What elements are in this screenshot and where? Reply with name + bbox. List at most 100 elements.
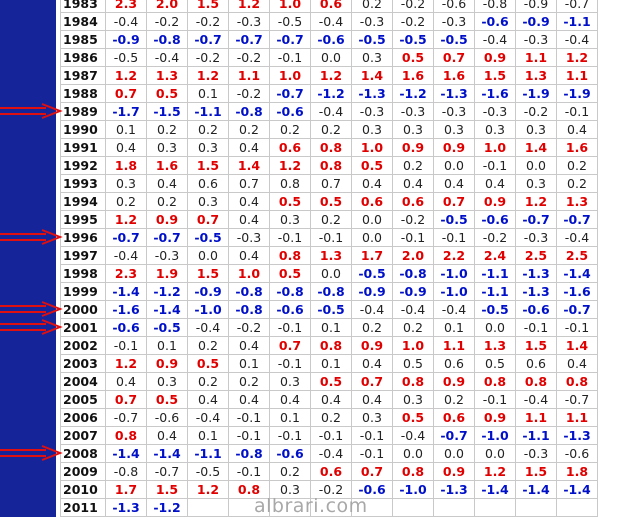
value-cell: -1.7 (105, 102, 147, 121)
table-row: 1993 0.3 0.4 0.6 0.7 0.8 0.7 0.4 0.4 0.4 0.4 0.3 0.2 (60, 174, 598, 193)
value-cell: 0.2 (310, 210, 352, 229)
value-cell: -1.0 (474, 426, 516, 445)
value-cell: 0.4 (228, 390, 270, 409)
value-cell: 2.0 (392, 246, 434, 265)
empty-cell (392, 498, 434, 517)
value-cell: 0.7 (433, 48, 475, 67)
value-cell: 1.1 (515, 408, 557, 427)
value-cell: -0.6 (474, 210, 516, 229)
value-cell: 0.4 (228, 192, 270, 211)
value-cell: 0.0 (474, 444, 516, 463)
empty-cell (556, 498, 598, 517)
value-cell: -1.2 (310, 84, 352, 103)
value-cell: 0.7 (105, 390, 147, 409)
value-cell: 0.8 (392, 462, 434, 481)
value-cell: 0.8 (310, 336, 352, 355)
value-cell: 0.4 (474, 174, 516, 193)
value-cell: 0.3 (146, 138, 188, 157)
value-cell: -0.1 (556, 102, 598, 121)
empty-cell (474, 498, 516, 517)
value-cell: 1.1 (556, 408, 598, 427)
value-cell: -0.6 (474, 12, 516, 31)
value-cell: -0.5 (351, 264, 393, 283)
value-cell: -0.2 (392, 12, 434, 31)
value-cell: 0.2 (269, 120, 311, 139)
value-cell: 1.3 (556, 192, 598, 211)
value-cell: -0.9 (105, 30, 147, 49)
year-cell: 2011 (60, 498, 106, 517)
value-cell: 0.7 (433, 192, 475, 211)
value-cell: 0.4 (228, 246, 270, 265)
value-cell: 0.5 (146, 390, 188, 409)
value-cell: 0.3 (392, 390, 434, 409)
value-cell: -0.2 (392, 0, 434, 13)
table-row: 2000 -1.6 -1.4 -1.0 -0.8 -0.6 -0.5 -0.4 -0.4 -0.4… (60, 300, 598, 319)
value-cell: 0.2 (310, 120, 352, 139)
value-cell: 0.2 (269, 462, 311, 481)
year-cell: 2007 (60, 426, 106, 445)
year-cell: 1993 (60, 174, 106, 193)
value-cell: 1.2 (515, 192, 557, 211)
value-cell: 0.0 (310, 48, 352, 67)
table-row: 1985 -0.9 -0.8 -0.7 -0.7 -0.7 -0.6 -0.5 -0.5 -0.5… (60, 30, 598, 49)
value-cell: 1.1 (556, 66, 598, 85)
value-cell: 0.6 (310, 0, 352, 13)
value-cell: 0.9 (351, 336, 393, 355)
year-cell: 1987 (60, 66, 106, 85)
value-cell: 1.0 (269, 0, 311, 13)
empty-cell (433, 498, 475, 517)
value-cell: -1.4 (146, 300, 188, 319)
value-cell: 1.7 (105, 480, 147, 499)
value-cell: 1.2 (556, 48, 598, 67)
value-cell: -0.4 (515, 390, 557, 409)
value-cell: -0.7 (105, 228, 147, 247)
value-cell: 0.1 (433, 318, 475, 337)
value-cell: 0.1 (146, 336, 188, 355)
value-cell: 0.2 (351, 318, 393, 337)
value-cell: -0.4 (351, 300, 393, 319)
value-cell: 0.6 (310, 462, 352, 481)
value-cell: -0.9 (392, 282, 434, 301)
value-cell: 0.8 (310, 138, 352, 157)
value-cell: -0.8 (146, 30, 188, 49)
value-cell: 1.0 (351, 138, 393, 157)
arrow (0, 103, 63, 119)
value-cell: 1.9 (146, 264, 188, 283)
year-cell: 1995 (60, 210, 106, 229)
value-cell: -0.4 (392, 426, 434, 445)
value-cell: 0.7 (310, 174, 352, 193)
value-cell: -1.3 (105, 498, 147, 517)
value-cell: -0.5 (187, 228, 229, 247)
value-cell: -1.3 (556, 426, 598, 445)
value-cell: 2.5 (556, 246, 598, 265)
value-cell: 0.9 (433, 138, 475, 157)
value-cell: -0.4 (556, 228, 598, 247)
value-cell: -0.2 (228, 84, 270, 103)
value-cell: 0.8 (474, 372, 516, 391)
empty-cell (187, 498, 229, 517)
value-cell: 1.5 (474, 66, 516, 85)
value-cell: -0.6 (515, 300, 557, 319)
value-cell: 0.9 (392, 138, 434, 157)
value-cell: 0.4 (228, 210, 270, 229)
value-cell: -1.1 (187, 102, 229, 121)
value-cell: 0.3 (392, 120, 434, 139)
value-cell: -0.4 (105, 246, 147, 265)
value-cell: -1.3 (433, 84, 475, 103)
value-cell: -0.3 (515, 30, 557, 49)
value-cell: -0.4 (556, 30, 598, 49)
value-cell: 1.2 (474, 462, 516, 481)
table-row: 1984 -0.4 -0.2 -0.2 -0.3 -0.5 -0.4 -0.3 -0.2 -0.3… (60, 12, 598, 31)
value-cell: 1.5 (187, 156, 229, 175)
table-row: 2008 -1.4 -1.4 -1.1 -0.8 -0.6 -0.4 -0.1 0.0 0.0 0.… (60, 444, 598, 463)
value-cell: 0.2 (556, 174, 598, 193)
value-cell: 0.7 (228, 174, 270, 193)
value-cell: 1.5 (187, 264, 229, 283)
value-cell: 1.2 (105, 354, 147, 373)
value-cell: 0.0 (474, 318, 516, 337)
table-row: 2005 0.7 0.5 0.4 0.4 0.4 0.4 0.4 0.3 0.2 -0.1 -0.4-… (60, 390, 598, 409)
table-row: 1988 0.7 0.5 0.1 -0.2 -0.7 -1.2 -1.3 -1.2 -1.3 -1.… (60, 84, 598, 103)
value-cell: 1.8 (556, 462, 598, 481)
empty-cell (515, 498, 557, 517)
value-cell: -1.6 (105, 300, 147, 319)
